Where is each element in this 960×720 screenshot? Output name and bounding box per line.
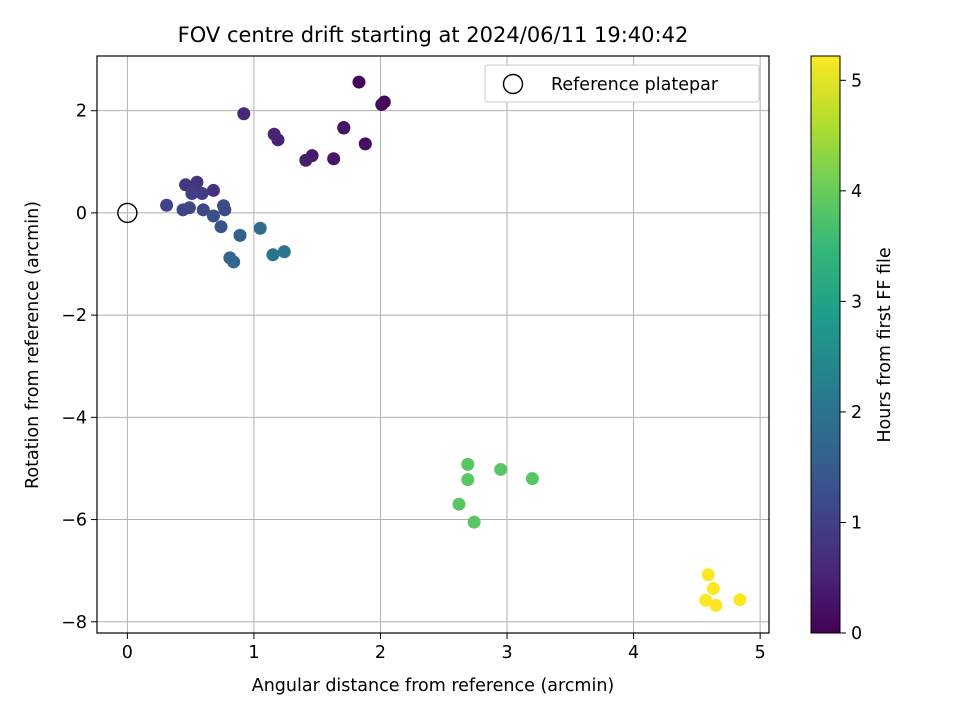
data-point-30 [266, 248, 280, 262]
legend-marker-reference [502, 73, 524, 95]
data-point-32 [461, 457, 475, 471]
x-axis-label: Angular distance from reference (arcmin) [252, 676, 615, 696]
data-point-11 [237, 107, 251, 121]
data-point-33 [461, 473, 475, 487]
colorbar: 0 1 2 3 4 5 Hours from first FF file [810, 55, 895, 644]
data-point-37 [467, 515, 481, 529]
colorbar-tick-label-0: 0 [851, 624, 862, 644]
data-point-12 [206, 183, 220, 197]
data-points [117, 75, 747, 612]
data-point-23 [218, 203, 232, 217]
data-point-21 [196, 203, 210, 217]
data-point-3 [358, 137, 372, 151]
data-point-2 [375, 98, 389, 112]
colorbar-tick-label-1: 1 [851, 513, 862, 533]
legend: Reference platepar [484, 64, 760, 103]
x-tick-label-5: 5 [755, 643, 766, 663]
y-tick-label-1: −6 [61, 511, 87, 531]
data-point-25 [214, 220, 228, 234]
reference-platepar-marker [117, 202, 138, 224]
y-axis-ticks: −8 −6 −4 −2 0 2 [61, 102, 97, 633]
data-point-8 [299, 153, 313, 167]
legend-box [484, 64, 760, 103]
data-point-39 [706, 582, 720, 596]
legend-label-reference: Reference platepar [551, 75, 719, 95]
colorbar-tick-label-5: 5 [851, 71, 862, 91]
data-point-28 [227, 255, 241, 269]
y-tick-label-3: −2 [61, 306, 87, 326]
y-tick-label-0: −8 [61, 613, 87, 633]
data-point-26 [233, 228, 247, 242]
data-point-10 [267, 127, 281, 141]
data-point-5 [337, 121, 351, 135]
chart-title: FOV centre drift starting at 2024/06/11 … [178, 23, 689, 47]
x-tick-label-0: 0 [122, 643, 133, 663]
data-point-0 [352, 75, 366, 89]
x-tick-label-3: 3 [501, 643, 512, 663]
x-tick-label-1: 1 [248, 643, 259, 663]
y-axis-label: Rotation from reference (arcmin) [23, 201, 43, 489]
colorbar-tick-label-3: 3 [851, 292, 862, 312]
grid-lines [97, 56, 769, 633]
data-point-17 [185, 186, 199, 200]
colorbar-label: Hours from first FF file [875, 247, 895, 442]
data-point-18 [160, 198, 174, 212]
y-tick-label-4: 0 [76, 204, 87, 224]
data-point-31 [277, 245, 291, 259]
data-point-16 [195, 186, 209, 200]
data-point-42 [709, 598, 723, 612]
x-tick-label-4: 4 [628, 643, 639, 663]
data-point-29 [253, 221, 267, 235]
x-axis-ticks: 0 1 2 3 4 5 [122, 633, 766, 663]
data-point-20 [182, 201, 196, 215]
data-point-36 [452, 497, 466, 511]
data-point-40 [699, 593, 713, 607]
x-tick-label-2: 2 [375, 643, 386, 663]
data-point-41 [733, 593, 747, 607]
colorbar-tick-label-2: 2 [851, 403, 862, 423]
data-point-38 [701, 568, 715, 582]
data-point-34 [494, 462, 508, 476]
colorbar-ticks: 0 1 2 3 4 5 [840, 71, 862, 644]
plot-frame [96, 55, 770, 634]
data-point-35 [525, 472, 539, 486]
data-point-24 [206, 209, 220, 223]
data-point-6 [327, 152, 341, 166]
y-tick-label-2: −4 [61, 408, 87, 428]
colorbar-gradient [810, 55, 841, 634]
y-tick-label-5: 2 [76, 102, 87, 122]
colorbar-tick-label-4: 4 [851, 182, 862, 202]
